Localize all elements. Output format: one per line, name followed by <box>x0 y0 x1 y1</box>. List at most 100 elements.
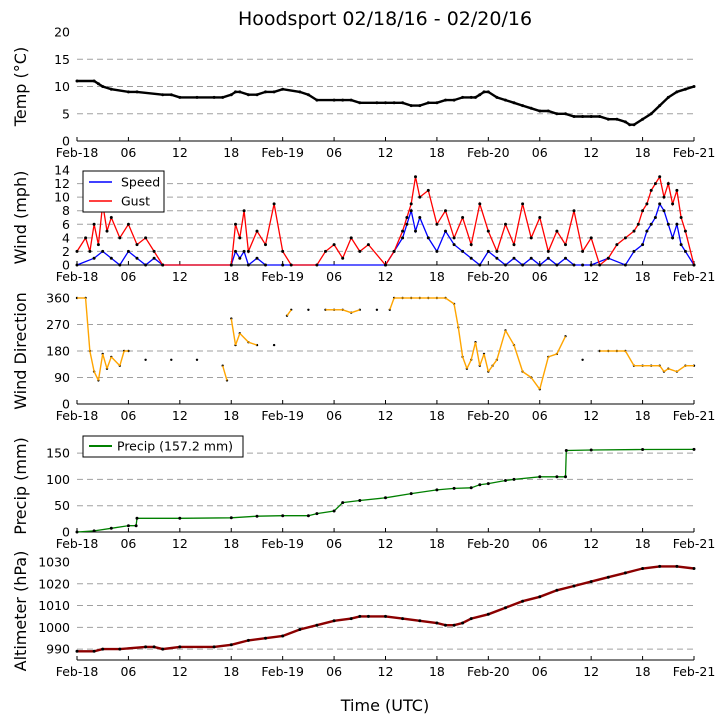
x-axis-title: Time (UTC) <box>340 696 429 715</box>
wind-point <box>675 222 679 226</box>
direction-segment <box>110 356 121 367</box>
altimeter-x-tick-label: 18 <box>223 664 239 679</box>
wind-x-tick-label: Feb-21 <box>673 269 716 284</box>
chart-title: Hoodsport 02/18/16 - 02/20/16 <box>238 8 532 30</box>
temp-point <box>418 104 422 108</box>
altimeter-point <box>75 649 79 653</box>
wind-legend: Speed Gust <box>82 170 165 213</box>
direction-segment <box>466 359 472 369</box>
wind-y-tick-label: 6 <box>62 217 70 232</box>
temp-x-tick-label: 06 <box>120 145 136 160</box>
temp-point <box>469 95 473 99</box>
precip-y-tick-label: 150 <box>46 446 70 461</box>
direction-panel: 0 90 180 270 360 Feb-18 06 12 18 Feb-19 06 12 18 Feb-… <box>11 291 715 424</box>
wind-point <box>384 263 387 267</box>
altimeter-point <box>606 575 610 579</box>
altimeter-point <box>555 588 559 592</box>
wind-point <box>598 263 602 267</box>
temp-point <box>246 93 250 97</box>
wind-point <box>242 249 246 253</box>
temp-point <box>529 106 533 110</box>
temp-point <box>615 117 619 121</box>
wind-point <box>264 243 267 247</box>
altimeter-point <box>281 634 285 638</box>
wind-point <box>118 236 122 240</box>
wind-point <box>546 249 550 253</box>
direction-y-tick-label: 360 <box>46 291 70 306</box>
direction-y-tick-label: 90 <box>54 370 70 385</box>
temp-point <box>435 101 439 105</box>
temp-panel: 0 5 10 15 20 Feb-18 06 12 18 Feb-19 06 12 18 Feb-20 06… <box>11 25 715 161</box>
wind-point <box>418 195 422 199</box>
altimeter-x-tick-label: Feb-18 <box>56 664 99 679</box>
temp-point <box>109 87 113 91</box>
altimeter-y-tick-label: 1000 <box>38 620 70 635</box>
precip-point <box>435 488 439 492</box>
precip-x-tick-label: 06 <box>532 536 548 551</box>
precip-point <box>178 516 182 520</box>
precip-x-tick-label: 18 <box>223 536 239 551</box>
wind-point <box>392 249 396 253</box>
wind-point <box>486 249 490 253</box>
altimeter-x-tick-label: 06 <box>120 664 136 679</box>
altimeter-point <box>349 617 353 621</box>
direction-segment <box>530 377 541 390</box>
wind-point <box>461 249 465 253</box>
altimeter-point <box>452 623 456 627</box>
wind-point <box>495 256 499 260</box>
temp-point <box>332 98 336 102</box>
precip-point <box>126 524 130 528</box>
precip-point <box>306 514 310 518</box>
wind-point <box>645 202 649 206</box>
precip-point <box>512 477 516 481</box>
direction-segment <box>457 327 464 357</box>
temp-point <box>692 85 696 88</box>
precip-point <box>469 486 473 490</box>
direction-point <box>195 358 199 361</box>
direction-segment <box>522 371 532 379</box>
precip-point <box>589 448 593 452</box>
precip-point <box>134 524 138 528</box>
temp-point <box>606 117 610 121</box>
wind-point <box>234 222 237 226</box>
direction-segment <box>93 371 100 381</box>
direction-segment <box>350 309 361 314</box>
altimeter-point <box>315 623 319 627</box>
wind-point <box>615 243 619 247</box>
wind-x-tick-label: 18 <box>223 269 239 284</box>
altimeter-point <box>641 567 645 570</box>
altimeter-x-tick-label: 06 <box>326 664 342 679</box>
altimeter-x-tick-label: 18 <box>429 664 445 679</box>
wind-point <box>405 216 409 219</box>
altimeter-x-tick-label: 18 <box>635 664 651 679</box>
temp-x-tick-label: Feb-18 <box>56 145 99 160</box>
altimeter-point <box>152 645 156 649</box>
wind-gust-line <box>76 175 695 267</box>
wind-point <box>589 263 593 267</box>
altimeter-point <box>178 645 182 649</box>
precip-x-tick-label: 06 <box>120 536 136 551</box>
wind-x-tick-label: 12 <box>172 269 188 284</box>
wind-point <box>632 249 636 253</box>
temp-point <box>589 115 593 118</box>
altimeter-y-tick-label: 1020 <box>38 576 70 591</box>
wind-x-tick-label: 06 <box>532 269 548 284</box>
direction-point <box>375 308 379 311</box>
wind-legend-box <box>82 170 165 213</box>
altimeter-point <box>675 564 679 568</box>
wind-point <box>564 256 567 260</box>
precip-x-tick-label: Feb-18 <box>56 536 99 551</box>
temp-y-tick-label: 0 <box>62 134 70 149</box>
temp-point <box>384 101 387 105</box>
direction-segment <box>119 350 125 366</box>
precip-point <box>555 475 559 479</box>
direction-segment <box>539 356 549 390</box>
wind-point <box>255 229 259 233</box>
precip-point <box>255 514 259 518</box>
altimeter-point <box>366 614 370 618</box>
temp-point <box>161 93 165 97</box>
altimeter-point <box>358 614 362 618</box>
temp-point <box>649 112 653 116</box>
direction-segment <box>84 297 91 352</box>
